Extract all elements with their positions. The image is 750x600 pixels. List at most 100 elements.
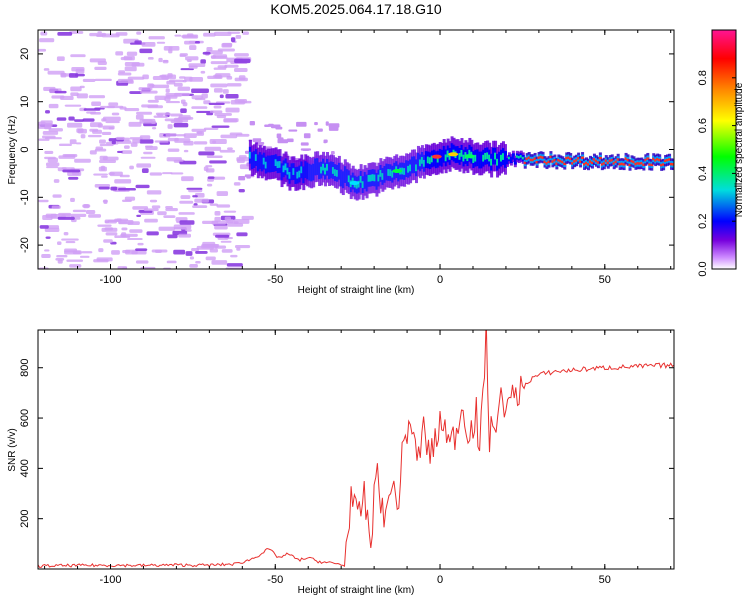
spectrogram-noise-cell [214,216,221,222]
spectrogram-ridge-core [322,163,326,171]
spectrogram-noise-cell [109,171,123,177]
spectrogram-ridge-core [414,164,418,172]
spectrogram-noise-cell [45,110,50,114]
spectrogram-ridge-core [670,162,674,166]
spectrogram-ridge-core [333,169,337,176]
spectrogram-noise-cell [103,239,113,243]
snr-ytick-label: 200 [19,510,31,528]
spectrogram-noise-cell [173,122,189,128]
spectrogram-ridge-mid [440,149,444,167]
spectrogram-noise-cell [123,145,130,149]
spectrogram-noise-cell [69,31,84,34]
spectrogram-ridge-core [409,164,413,172]
spectrogram-noise-cell [118,187,136,191]
spectrogram-noise-cell [70,197,75,203]
spectrogram-noise-cell [102,156,119,161]
spectrogram-noise-cell [124,66,137,72]
spectrogram-ridge-core [648,163,652,166]
spectrogram-noise-cell [236,158,245,164]
spectrogram-ridge-core [248,151,252,159]
spectrogram-noise-cell [184,76,193,82]
spectrogram-noise-cell [89,150,97,155]
spectrogram-ridge-core [525,157,529,161]
spectrogram-noise-cell [213,105,222,109]
spectrogram-ridge-core [496,158,500,166]
spectrogram-ridge-core [444,154,448,162]
spectrogram-ridge-core [373,174,377,182]
spectrogram-noise-cell [234,244,251,249]
spectrogram-ridge-mid [302,166,306,184]
spectrogram-noise-cell [161,74,177,80]
spectrogram-noise-cell [227,31,241,34]
spectrogram-noise-cell [157,211,167,216]
spectrogram-ridge-mid [252,151,256,168]
spectrogram-noise-cell [100,165,106,171]
spectrogram-ridge-core [529,158,533,162]
spectrogram-noise-cell [183,133,197,138]
spectrogram-ridge-core [588,160,592,163]
spectrogram-noise-cell [165,100,180,104]
spectrogram-ridge-core [389,169,393,177]
spectrogram-ridge-mid [434,151,438,169]
spectrogram-ridge-core [585,161,589,165]
spectrogram-noise-cell [43,68,50,71]
spectrogram-noise-cell [227,223,244,227]
spectrogram-noise-cell [91,101,101,106]
spectrogram-noise-cell [47,157,58,163]
spectrogram-noise-cell [70,213,87,218]
spectrogram-noise-cell [328,126,339,131]
spectrogram-noise-cell [149,199,158,203]
spectrogram-ridge-mid [383,165,387,183]
spectrogram-ridge-mid [341,171,345,189]
spectrogram-noise-cell [191,106,208,109]
spectrogram-noise-cell [230,37,236,43]
spectrogram-ridge-core [549,155,553,159]
spectrogram-ridge-core [403,168,407,175]
spectrogram-ridge-mid [476,149,480,167]
spectrogram-noise-cell [98,186,110,190]
spectrogram-ridge-core [420,157,424,164]
spectrogram-noise-cell [170,172,184,175]
spectrogram-ridge-core [618,162,622,166]
spectrogram-ridge-mid [270,155,274,172]
spectrogram-noise-cell [127,237,143,241]
spectrogram-noise-cell [128,121,142,127]
spectrogram-ridge-core [642,163,646,167]
spectrogram-noise-cell [68,176,79,180]
spectrogram-ridge-core [636,162,640,165]
snr-xtick-label: 50 [599,574,611,586]
spectrogram-ridge-mid [498,151,502,169]
colorbar-tick-label: 0.0 [697,261,709,276]
spectrogram-noise-cell [238,75,246,81]
spectrogram-noise-cell [105,232,118,236]
spectrogram-noise-cell [235,35,242,39]
spectrogram-noise-cell [148,36,165,40]
snr-ticks: -100 -50 0 50 800 600 400 200 [19,330,674,586]
snr-frame [37,329,675,570]
spectrogram-noise-cell [129,165,134,170]
spectrogram-noise-cell [215,234,230,238]
spectrogram-noise-cell [105,120,120,124]
spectrogram-noise-cell [167,124,173,129]
spectrogram-ridge-mid [397,164,401,182]
spectrogram-ridge-mid [513,158,517,165]
spectrogram-noise-cell [234,53,249,57]
spectrogram-noise-cell [95,146,104,150]
spectrogram-ridge-core [282,165,286,173]
spectrogram-noise-cell [111,112,120,116]
spectrogram-noise-cell [180,195,191,199]
spectrogram-noise-cell [139,139,154,144]
spectrogram-ridge-core [577,157,581,160]
spectrogram-ridge-core [567,156,571,159]
spectrogram-noise-cell [57,31,73,36]
spectrogram-noise-cell [108,127,114,130]
spectrogram-noise-cell [223,210,237,213]
spectrogram-noise-cell [82,118,95,122]
spectrogram-ridge-mid [304,161,308,178]
spectrogram-ridge-mid [272,155,276,172]
spectrogram-noise-cell [68,116,75,121]
spectrogram-noise-cell [181,176,194,182]
spectrogram-noise-cell [216,204,231,208]
spectrogram-ridge-core [355,181,359,189]
spectrogram-ridge-core [486,152,490,160]
